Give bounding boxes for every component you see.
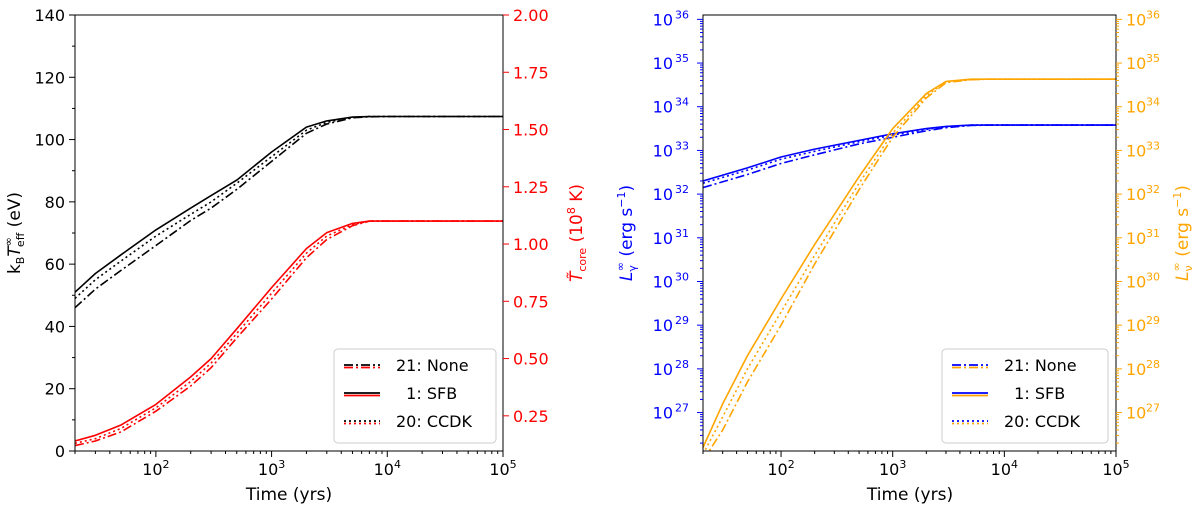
left-y-tick-label: 0	[55, 442, 65, 461]
right-y-tick-label: 0.75	[513, 292, 549, 311]
legend-box	[941, 348, 1109, 444]
x-tick-label: 105	[489, 458, 516, 479]
left-y-tick-label: 10	[653, 141, 673, 160]
series-line-right-dashdot	[708, 78, 1116, 451]
left-y-tick-label: 10	[653, 404, 673, 423]
right-y-tick-exponent: 31	[1146, 227, 1160, 240]
left-y-tick-label: 40	[45, 317, 65, 336]
series-line-right-dotted	[703, 78, 1116, 451]
left-y-tick-exponent: 36	[675, 8, 689, 21]
left-y-tick-label: 120	[34, 68, 65, 87]
left-y-tick-label: 60	[45, 255, 65, 274]
legend-label-sfb: 1: SFB	[1004, 384, 1065, 403]
right-y-tick-label: 10	[1126, 98, 1146, 117]
series-line-right-dotted	[75, 220, 503, 445]
legend: 21: None 1: SFB 20: CCDK	[333, 348, 497, 444]
left-y-tick-label: 10	[653, 10, 673, 29]
legend-label-ccdk: 20: CCDK	[396, 412, 473, 431]
right-y-tick-label: 10	[1126, 54, 1146, 73]
x-tick-label: 102	[142, 458, 169, 479]
left-y-tick-label: 10	[653, 229, 673, 248]
right-y-tick-label: 10	[1126, 360, 1146, 379]
left-y-tick-exponent: 28	[675, 358, 689, 371]
left-y-tick-label: 10	[653, 316, 673, 335]
left-y-tick-label: 10	[653, 185, 673, 204]
right-y-tick-exponent: 36	[1146, 8, 1160, 21]
legend-label-ccdk: 20: CCDK	[1004, 412, 1081, 431]
right-y-tick-label: 10	[1126, 185, 1146, 204]
right-y-tick-label: 10	[1126, 404, 1146, 423]
left-y-tick-exponent: 29	[675, 314, 689, 327]
series-line-left-dotted	[75, 115, 503, 299]
x-tick-label: 103	[879, 458, 906, 479]
series-line-left-solid	[703, 124, 1116, 182]
right-y-tick-label: 10	[1126, 272, 1146, 291]
right-y-tick-exponent: 28	[1146, 358, 1160, 371]
left-y-tick-exponent: 30	[675, 270, 689, 283]
x-tick-label: 103	[258, 458, 285, 479]
x-tick-label: 104	[991, 458, 1018, 479]
right-y-tick-label: 2.00	[513, 6, 549, 25]
x-tick-label: 104	[374, 458, 401, 479]
series-line-left-solid	[75, 115, 503, 293]
x-axis-label: Time (yrs)	[245, 485, 332, 505]
right-y-tick-label: 1.00	[513, 235, 549, 254]
left-y-axis-label: kBT∞eff (eV)	[2, 192, 27, 274]
right-y-tick-exponent: 35	[1146, 52, 1160, 65]
left-y-tick-exponent: 34	[675, 96, 689, 109]
left-y-tick-exponent: 35	[675, 52, 689, 65]
legend-label-none: 21: None	[396, 356, 469, 375]
right-y-axis-label: Lν∞ (erg s−1)	[1170, 185, 1195, 281]
right-y-axis-label: T̃core (108 K)	[565, 184, 589, 282]
x-tick-label: 102	[767, 458, 794, 479]
series-line-left-dotted	[703, 124, 1116, 184]
right-y-tick-label: 10	[1126, 141, 1146, 160]
left-y-tick-label: 10	[653, 272, 673, 291]
right-y-tick-label: 1.25	[513, 178, 549, 197]
right-y-tick-exponent: 30	[1146, 270, 1160, 283]
right-y-tick-exponent: 33	[1146, 139, 1160, 152]
right-y-tick-exponent: 29	[1146, 314, 1160, 327]
plot-frame	[702, 14, 1117, 452]
left-y-tick-exponent: 33	[675, 139, 689, 152]
right-y-tick-label: 1.75	[513, 63, 549, 82]
right-y-tick-label: 1.50	[513, 121, 549, 140]
left-y-tick-label: 10	[653, 54, 673, 73]
series-line-right-solid	[75, 220, 503, 442]
left-y-tick-label: 100	[34, 131, 65, 150]
legend-label-sfb: 1: SFB	[396, 384, 457, 403]
left-y-tick-exponent: 31	[675, 227, 689, 240]
left-y-tick-label: 10	[653, 360, 673, 379]
right-y-tick-label: 0.50	[513, 350, 549, 369]
legend-box	[333, 348, 497, 444]
right-y-tick-label: 10	[1126, 229, 1146, 248]
left-y-tick-label: 80	[45, 193, 65, 212]
left-y-tick-exponent: 32	[675, 183, 689, 196]
right-y-tick-exponent: 27	[1146, 402, 1160, 415]
x-tick-label: 105	[1102, 458, 1129, 479]
legend: 21: None 1: SFB 20: CCDK	[941, 348, 1109, 444]
right-y-tick-label: 10	[1126, 10, 1146, 29]
x-axis-label: Time (yrs)	[866, 485, 953, 505]
legend-label-none: 21: None	[1004, 356, 1077, 375]
left-y-tick-label: 10	[653, 98, 673, 117]
left-y-tick-exponent: 27	[675, 402, 689, 415]
temperature-chart: 102 103 104 105 0 20 40 60 80 100 120 140 0.25 0.50…	[2, 6, 589, 505]
right-y-tick-exponent: 34	[1146, 96, 1160, 109]
left-y-tick-label: 20	[45, 380, 65, 399]
right-y-tick-label: 10	[1126, 316, 1146, 335]
left-y-tick-label: 140	[34, 6, 65, 25]
series-line-right-solid	[703, 78, 1116, 448]
left-y-axis-label: Lγ∞ (erg s−1)	[614, 185, 639, 281]
right-y-tick-exponent: 32	[1146, 183, 1160, 196]
right-y-tick-label: 0.25	[513, 407, 549, 426]
